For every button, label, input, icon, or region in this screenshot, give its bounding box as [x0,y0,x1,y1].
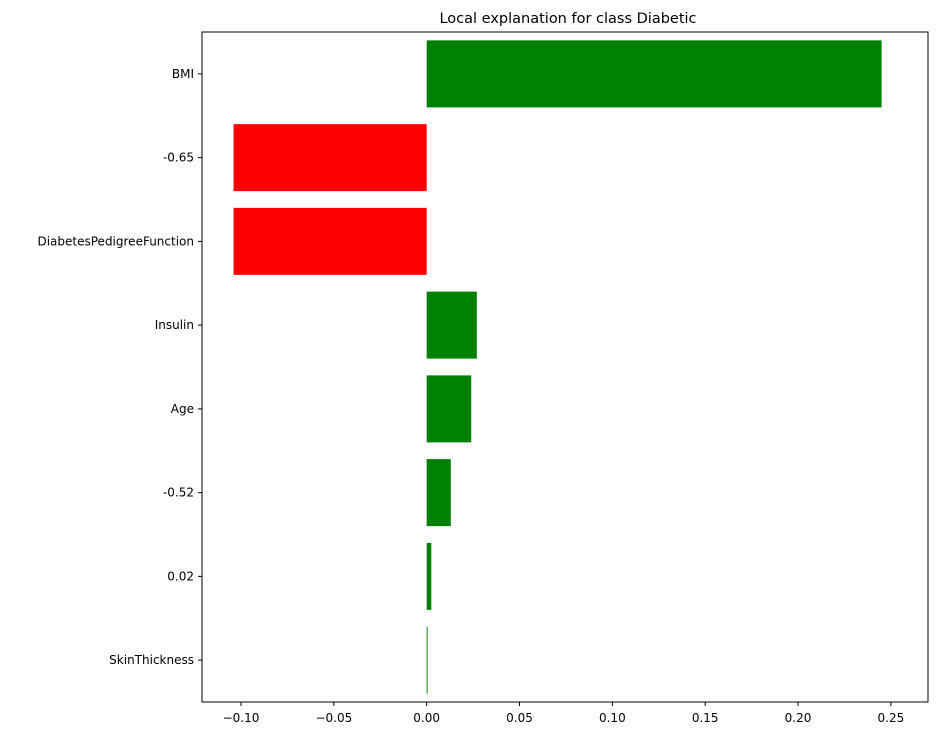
plot-frame [201,31,929,703]
x-tick-label: −0.10 [223,711,260,725]
bar-0 [426,40,882,108]
bar-5 [426,459,451,527]
bar-2 [233,207,427,275]
y-tick-label: -0.52 [163,486,194,500]
bars-group [233,40,882,694]
x-tick-label: 0.20 [785,711,812,725]
x-tick-label: −0.05 [315,711,352,725]
bar-3 [426,291,477,359]
y-tick-label: Insulin [155,318,194,332]
x-tick-label: 0.00 [413,711,440,725]
y-tick-label: Age [171,402,194,416]
x-tick-label: 0.25 [878,711,905,725]
x-tick-label: 0.05 [506,711,533,725]
y-tick-label: 0.02 [167,569,194,583]
bar-6 [426,542,432,610]
bar-4 [426,375,472,443]
y-tick-label: SkinThickness [109,653,194,667]
x-tick-label: 0.15 [692,711,719,725]
chart-title: Local explanation for class Diabetic [439,11,696,27]
y-ticks-group: BMI -0.65 DiabetesPedigreeFunction Insulin A… [37,67,202,667]
bar-1 [233,124,427,192]
y-tick-label: DiabetesPedigreeFunction [37,234,194,248]
x-ticks-group: −0.10 −0.05 0.00 0.05 0.10 0.15 0.20 0.25 [223,702,905,725]
y-tick-label: BMI [172,67,194,81]
bar-7 [426,626,428,694]
y-tick-label: -0.65 [163,151,194,165]
x-tick-label: 0.10 [599,711,626,725]
